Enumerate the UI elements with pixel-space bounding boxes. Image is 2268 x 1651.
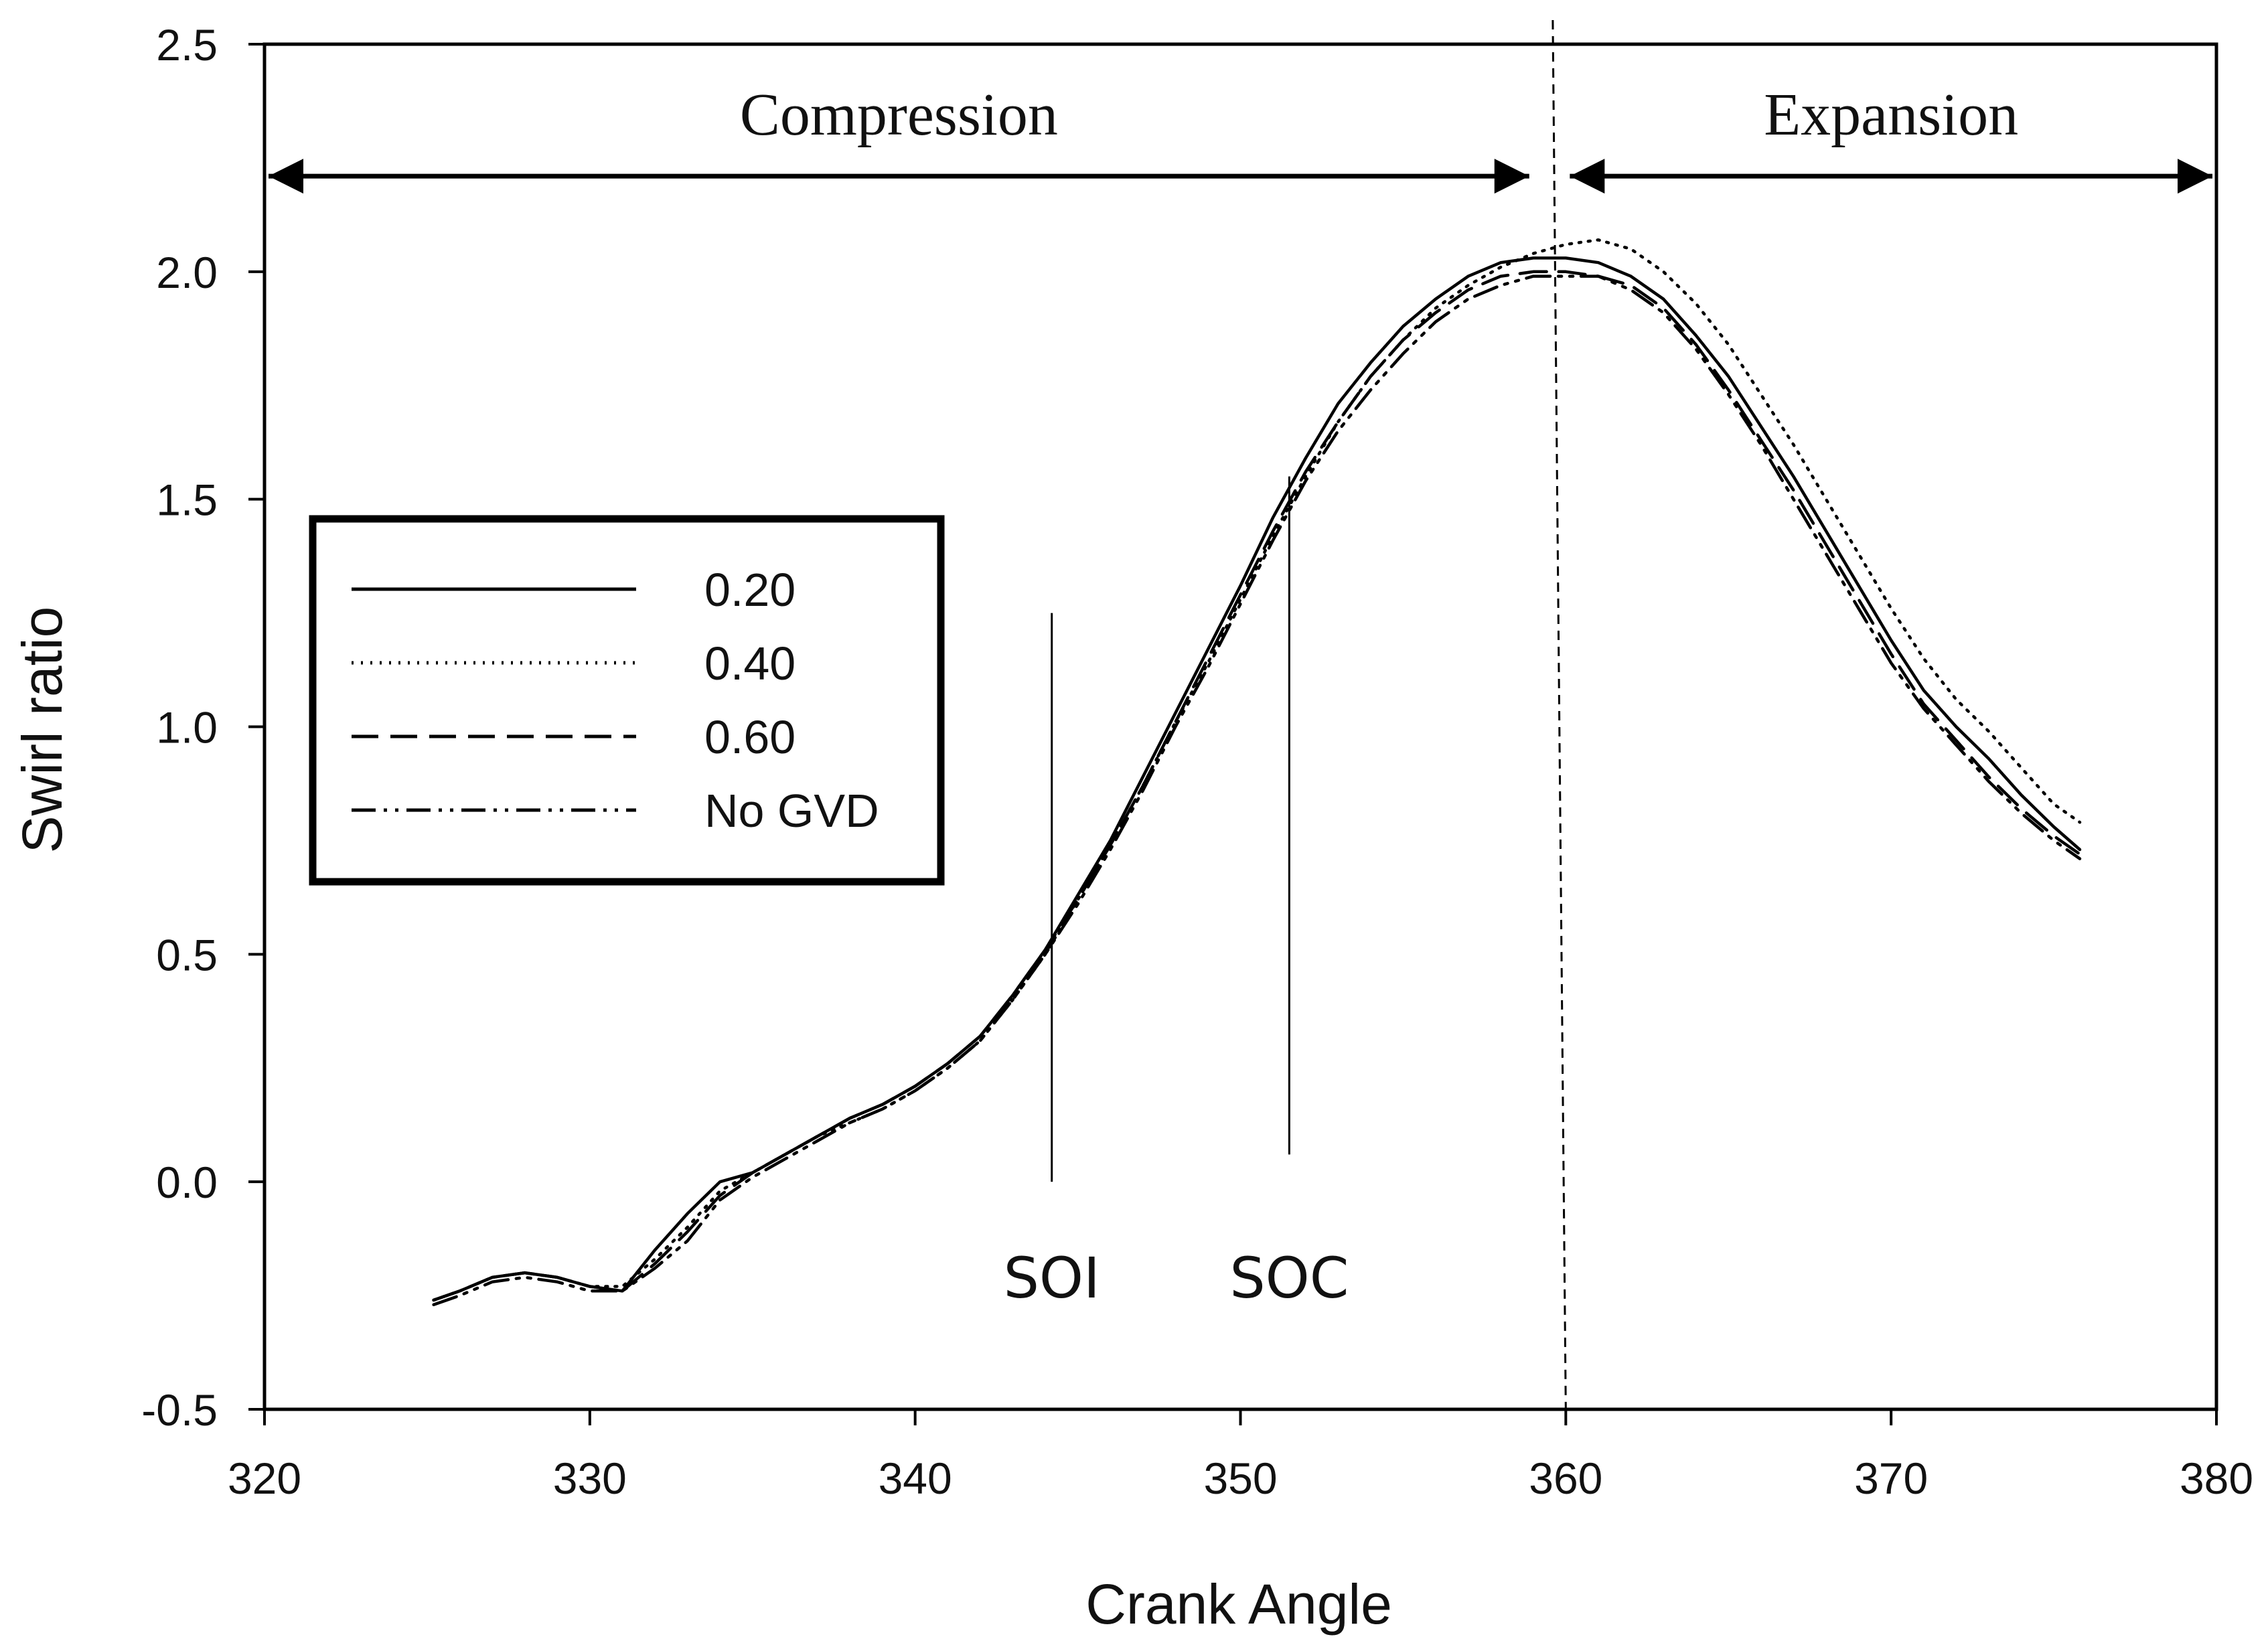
legend-label-0: 0.20: [704, 564, 796, 616]
legend-label-1: 0.40: [704, 637, 796, 690]
y-tick-label: 2.0: [156, 248, 218, 297]
series-layer: [432, 238, 2082, 1306]
legend: 0.20 0.40 0.60 No GVD: [309, 515, 945, 886]
y-axis-ticks: -0.5 0.0 0.5 1.0 1.5 2.0 2.5: [141, 20, 264, 1435]
y-tick-label: 2.5: [156, 20, 218, 70]
y-tick-label: 0.5: [156, 930, 218, 979]
marker-label-soi: SOI: [1004, 1245, 1100, 1311]
series-line-no-gvd: [432, 274, 2082, 1306]
x-axis-ticks: 320 330 340 350 360 370 380: [228, 1409, 2253, 1503]
series-line-020: [432, 256, 2082, 1302]
y-tick-label: 0.0: [156, 1158, 218, 1207]
x-tick-label: 340: [879, 1453, 952, 1503]
annotations-layer: Compression Expansion SOI SOC: [269, 19, 2212, 1410]
x-tick-label: 380: [2180, 1453, 2253, 1503]
y-tick-label: -0.5: [141, 1385, 218, 1435]
y-tick-label: 1.0: [156, 703, 218, 753]
phase-label-expansion: Expansion: [1764, 82, 2018, 148]
tdc-dashed-line: [1552, 19, 1567, 1410]
x-tick-label: 330: [553, 1453, 627, 1503]
plot-area-frame: [262, 42, 2218, 1411]
y-axis-title: Swirl ratio: [11, 607, 74, 854]
legend-box: [309, 515, 945, 886]
x-tick-label: 360: [1529, 1453, 1602, 1503]
y-tick-label: 1.5: [156, 475, 218, 525]
legend-label-2: 0.60: [704, 711, 796, 763]
x-axis-title: Crank Angle: [1085, 1573, 1392, 1636]
series-line-040: [432, 238, 2082, 1302]
x-tick-label: 320: [228, 1453, 301, 1503]
series-line-060: [432, 270, 2082, 1302]
legend-label-3: No GVD: [704, 785, 879, 837]
x-tick-label: 350: [1203, 1453, 1277, 1503]
phase-label-compression: Compression: [740, 82, 1058, 148]
x-tick-label: 370: [1854, 1453, 1928, 1503]
marker-label-soc: SOC: [1229, 1245, 1349, 1311]
